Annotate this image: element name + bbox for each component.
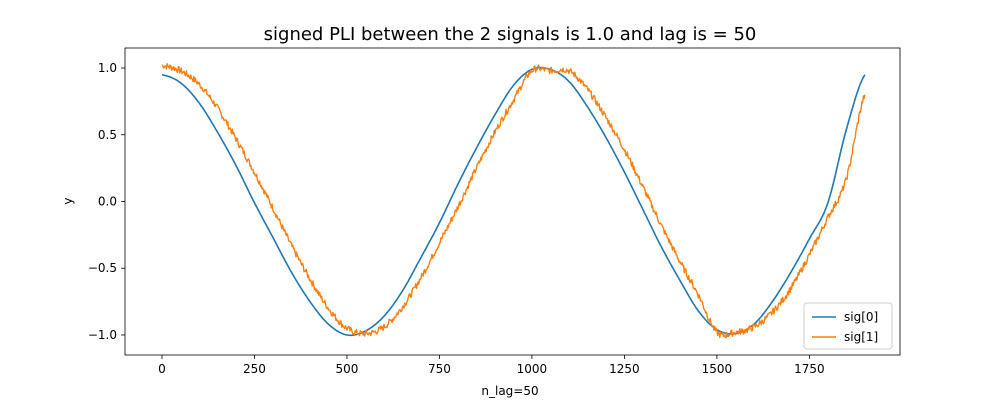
x-tick-label: 0 (158, 362, 166, 376)
series-line-sig1 (161, 63, 866, 339)
y-tick-label: −0.5 (88, 261, 117, 275)
y-axis-label: y (61, 197, 75, 204)
y-tick-label: 0.5 (98, 128, 117, 142)
x-tick-label: 1000 (517, 362, 548, 376)
x-tick-label: 250 (243, 362, 266, 376)
legend-label-sig0: sig[0] (844, 310, 878, 324)
series-group (161, 63, 866, 339)
x-tick-label: 750 (428, 362, 451, 376)
legend: sig[0] sig[1] (803, 302, 893, 350)
chart-title: signed PLI between the 2 signals is 1.0 … (264, 24, 757, 45)
x-tick-label: 1750 (794, 362, 825, 376)
plot-area: 0 250 500 750 1000 1250 1500 1750 1.0 0.5 0.0 −0.5 −… (88, 47, 901, 376)
x-tick-label: 500 (336, 362, 359, 376)
legend-label-sig1: sig[1] (844, 330, 878, 344)
x-axis-label: n_lag=50 (481, 384, 538, 398)
y-tick-label: 0.0 (98, 195, 117, 209)
x-tick-label: 1250 (609, 362, 640, 376)
x-tick-label: 1500 (702, 362, 733, 376)
y-tick-label: 1.0 (98, 61, 117, 75)
y-tick-label: −1.0 (88, 328, 117, 342)
